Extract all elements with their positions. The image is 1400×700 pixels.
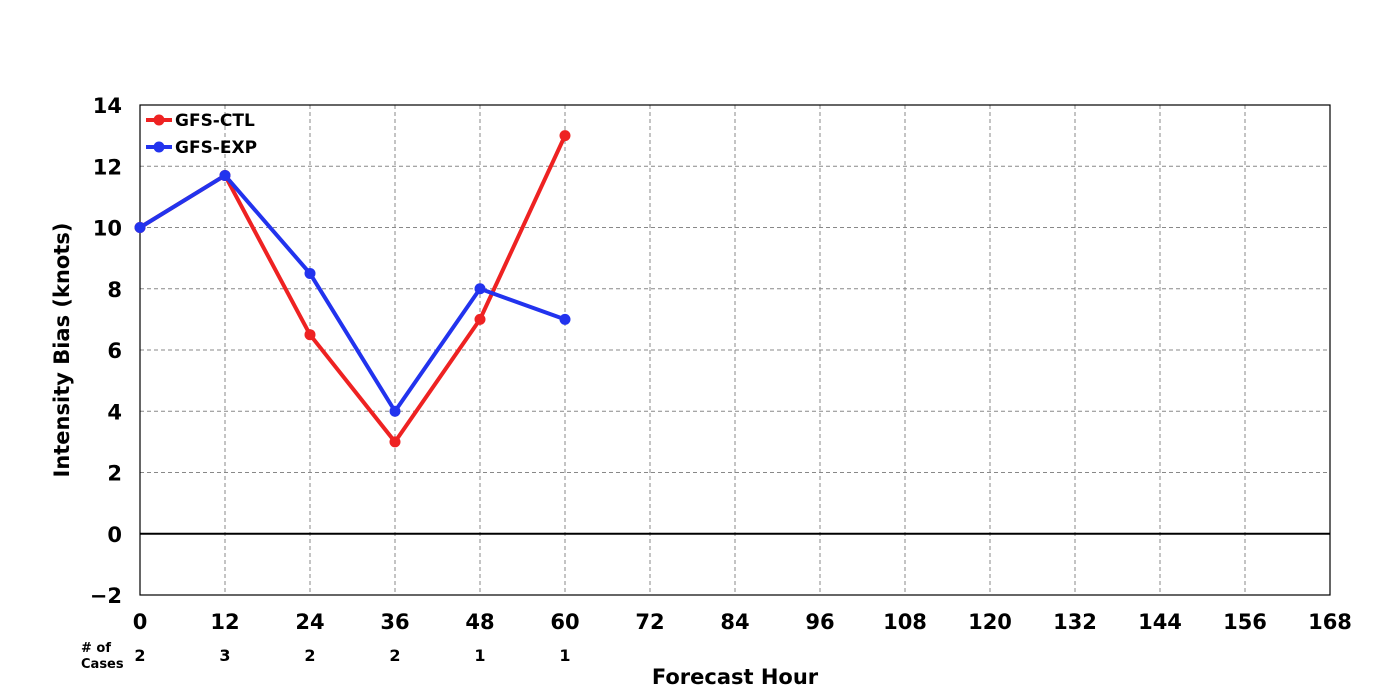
legend-marker (153, 114, 165, 126)
cases-label-line1: # of (81, 641, 111, 656)
data-point-gfs-exp (559, 313, 571, 325)
x-tick-label: 96 (805, 610, 834, 634)
y-tick-label: 14 (93, 94, 122, 118)
y-tick-label: 6 (107, 339, 122, 363)
x-tick-label: 84 (720, 610, 749, 634)
y-tick-label: 2 (107, 462, 122, 486)
cases-label-line2: Cases (81, 657, 124, 672)
case-count: 2 (134, 646, 145, 665)
x-tick-label: 132 (1053, 610, 1097, 634)
legend-label: GFS-CTL (175, 111, 255, 131)
cases-row: # of Cases 2 3 2 2 1 1 (81, 641, 571, 672)
plot-frame (139, 104, 1331, 596)
x-tick-label: 36 (380, 610, 409, 634)
data-point-gfs-exp (474, 283, 486, 295)
case-count: 3 (219, 646, 230, 665)
data-point-gfs-ctl (389, 436, 401, 448)
legend-label: GFS-EXP (175, 138, 257, 158)
x-tick-label: 60 (550, 610, 579, 634)
y-tick-label: −2 (90, 584, 122, 608)
case-count: 2 (304, 646, 315, 665)
data-point-gfs-exp (219, 169, 231, 181)
x-axis-title: Forecast Hour (652, 665, 819, 689)
x-tick-label: 156 (1223, 610, 1267, 634)
y-tick-label: 0 (107, 523, 122, 547)
y-tick-label: 4 (107, 400, 122, 424)
x-tick-label: 24 (295, 610, 324, 634)
data-point-gfs-ctl (559, 130, 571, 142)
case-count: 1 (559, 646, 570, 665)
case-count: 2 (389, 646, 400, 665)
x-tick-label: 108 (883, 610, 927, 634)
x-tick-label: 48 (465, 610, 494, 634)
x-tick-label: 72 (635, 610, 664, 634)
series-layer (134, 130, 571, 448)
legend-marker (153, 141, 165, 153)
x-tick-labels: 0 12 24 36 48 60 72 84 96 108 120 132 144 156 168 (133, 610, 1352, 634)
y-axis-title: Intensity Bias (knots) (50, 223, 74, 478)
data-point-gfs-exp (134, 222, 146, 233)
case-count: 1 (474, 646, 485, 665)
grid-layer (140, 105, 1330, 595)
x-tick-label: 120 (968, 610, 1012, 634)
data-point-gfs-exp (304, 267, 316, 279)
y-tick-label: 10 (93, 217, 122, 241)
x-tick-label: 144 (1138, 610, 1182, 634)
data-point-gfs-exp (389, 405, 401, 417)
y-tick-label: 8 (107, 278, 122, 302)
y-tick-labels: −2 0 2 4 6 8 10 12 14 (90, 94, 122, 608)
data-point-gfs-ctl (474, 313, 486, 325)
x-tick-label: 12 (210, 610, 239, 634)
series-line-gfs-exp (138, 173, 566, 414)
data-point-gfs-ctl (304, 329, 316, 341)
x-tick-label: 0 (133, 610, 148, 634)
y-tick-label: 12 (93, 155, 122, 179)
legend: GFS-CTL GFS-EXP (146, 111, 257, 158)
x-tick-label: 168 (1308, 610, 1352, 634)
